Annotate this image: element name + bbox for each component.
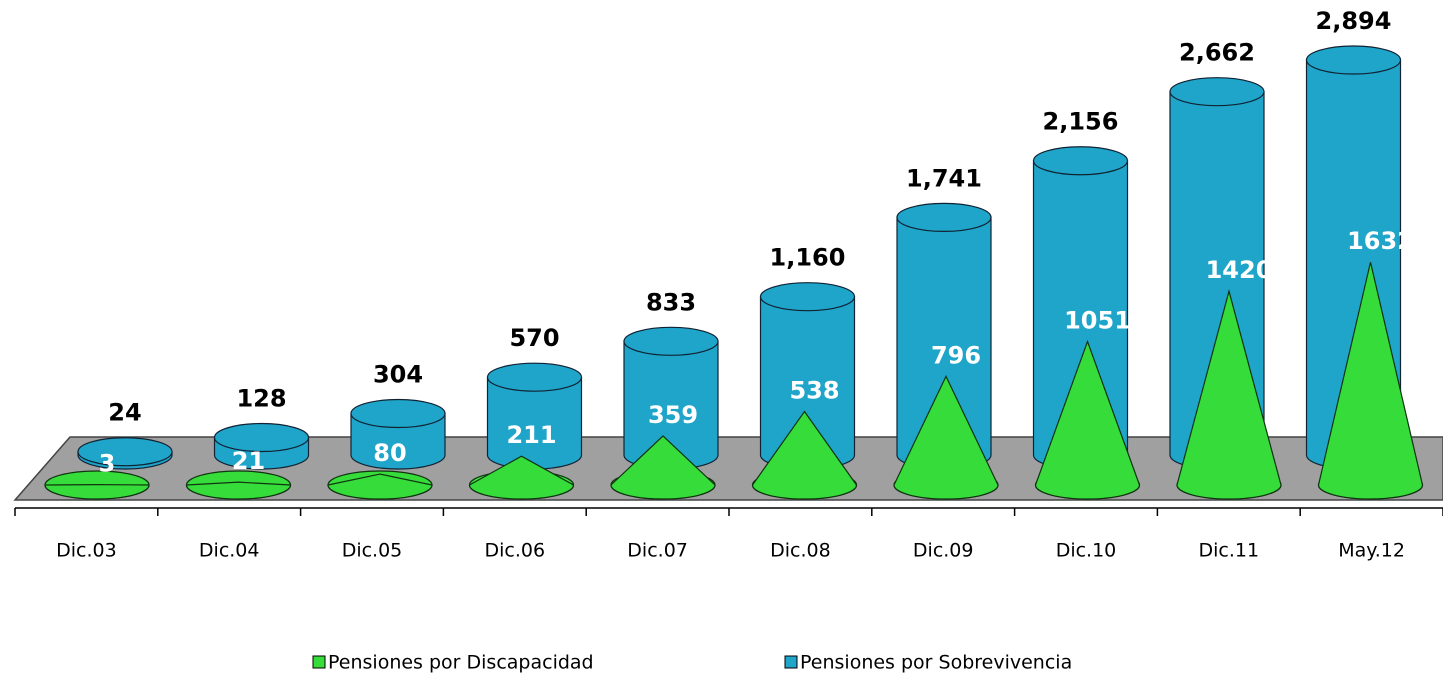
data-label: 2,156 <box>1043 108 1119 136</box>
legend-swatch <box>784 655 798 669</box>
x-tick-label: Dic.06 <box>485 540 546 562</box>
cone <box>751 410 858 500</box>
data-label: 3 <box>99 450 116 478</box>
legend-swatch <box>312 655 326 669</box>
cone <box>44 483 150 500</box>
cone <box>327 473 433 500</box>
legend-label: Pensiones por Discapacidad <box>328 652 594 674</box>
data-label: 796 <box>931 341 981 369</box>
cylinder <box>350 412 446 470</box>
cone <box>185 481 292 500</box>
data-label: 1051 <box>1064 307 1131 335</box>
cone <box>1176 288 1282 500</box>
data-label: 128 <box>236 385 286 413</box>
cone <box>468 455 575 500</box>
x-tick-label: Dic.03 <box>56 540 117 562</box>
data-label: 2,894 <box>1316 7 1392 35</box>
data-label: 570 <box>509 324 559 352</box>
data-label: 1632 <box>1347 227 1414 255</box>
data-label: 1,160 <box>770 244 846 272</box>
data-label: 24 <box>108 399 141 427</box>
data-label: 21 <box>232 447 265 475</box>
x-tick-label: Dic.09 <box>913 540 974 562</box>
data-label: 2,662 <box>1179 39 1255 67</box>
cone <box>610 435 716 500</box>
cylinder-top <box>486 362 583 392</box>
data-label: 538 <box>789 377 839 405</box>
data-label: 1,741 <box>906 164 982 192</box>
data-label: 80 <box>373 439 406 467</box>
cylinder-top <box>350 398 446 429</box>
cylinder-top <box>1169 77 1265 107</box>
x-tick-label: Dic.05 <box>342 540 403 562</box>
data-label: 359 <box>648 401 698 429</box>
cylinder-top <box>896 202 992 232</box>
data-label: 304 <box>373 361 423 389</box>
data-label: 211 <box>506 421 556 449</box>
data-label: 1420 <box>1206 256 1273 284</box>
cone <box>1034 339 1141 500</box>
cylinder-top <box>213 422 310 453</box>
cone <box>1317 262 1424 500</box>
x-tick-label: Dic.07 <box>627 540 688 562</box>
x-tick-label: May.12 <box>1338 540 1405 562</box>
x-tick-label: Dic.08 <box>770 540 831 562</box>
cylinder-top <box>1305 45 1402 75</box>
x-tick-label: Dic.04 <box>199 540 260 562</box>
x-tick-label: Dic.10 <box>1056 540 1117 562</box>
cylinder-top <box>759 282 856 312</box>
x-tick-label: Dic.11 <box>1199 540 1260 562</box>
cylinder-top <box>77 437 173 467</box>
legend-label: Pensiones por Sobrevivencia <box>800 652 1072 674</box>
cone <box>893 374 999 500</box>
cylinder-top <box>623 326 719 356</box>
data-label: 833 <box>646 288 696 316</box>
cylinder-top <box>1032 146 1129 176</box>
